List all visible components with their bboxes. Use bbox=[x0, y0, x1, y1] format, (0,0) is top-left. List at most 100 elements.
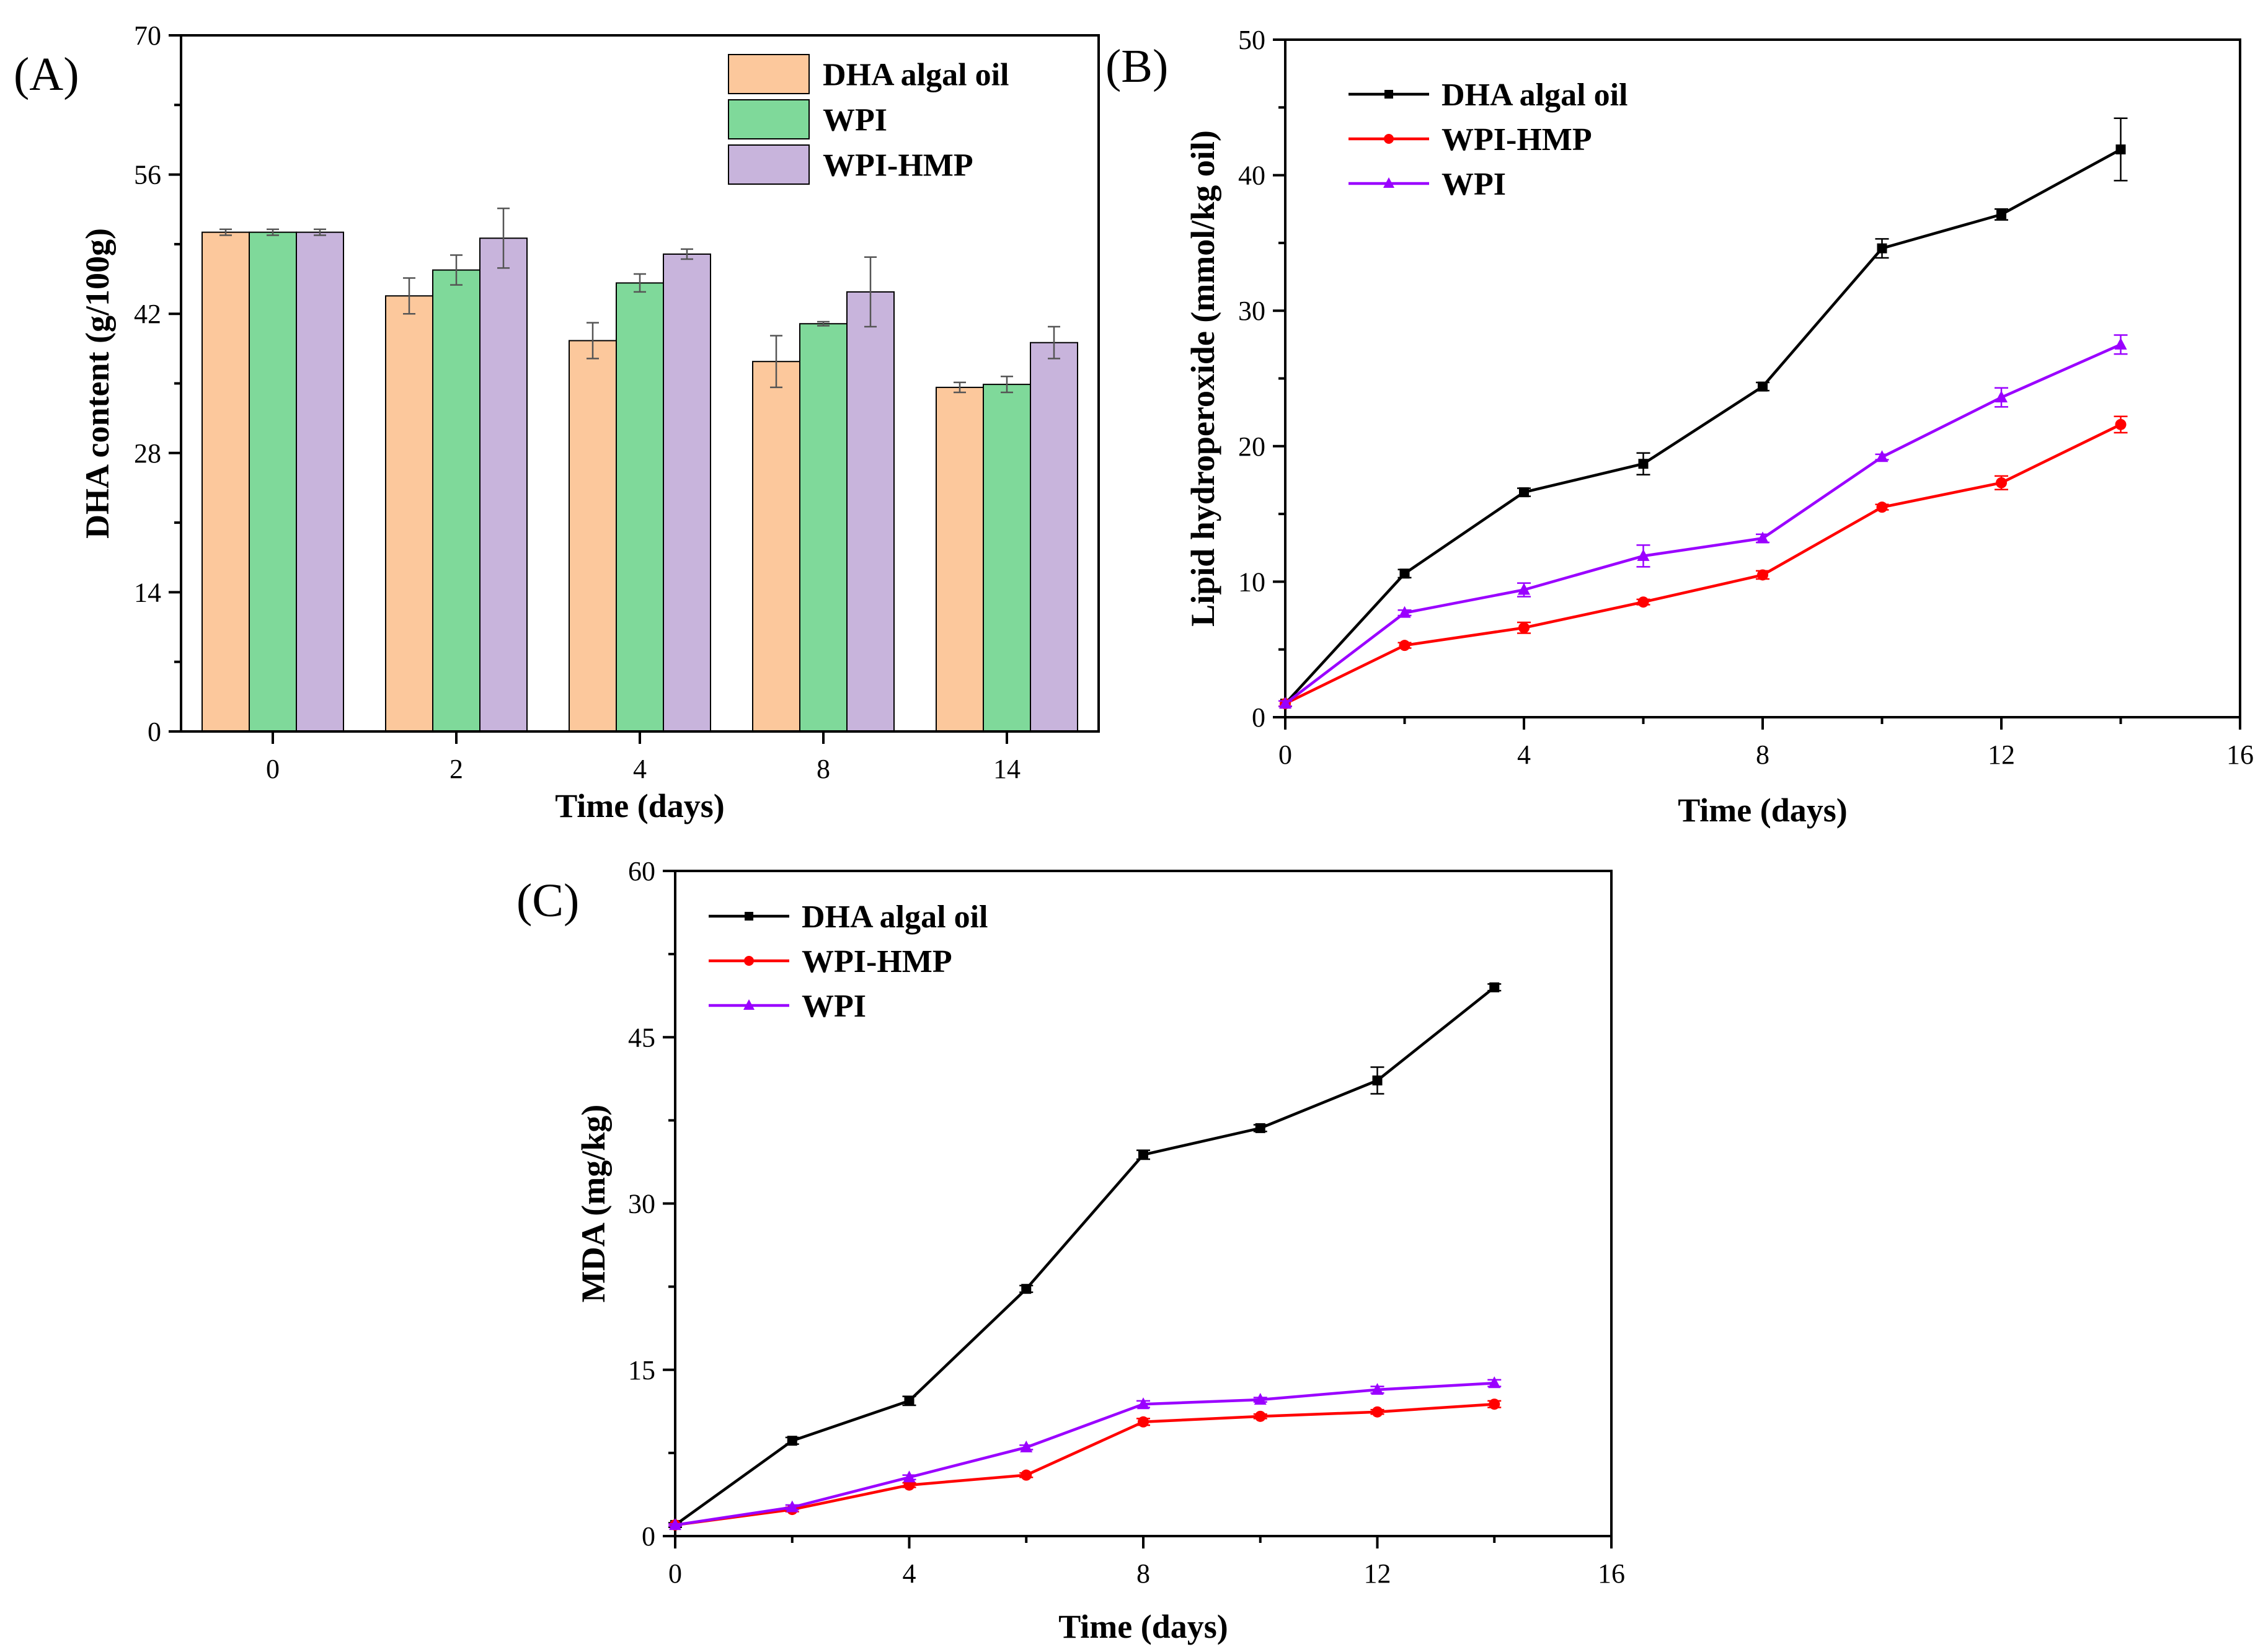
data-point bbox=[1255, 1123, 1265, 1133]
data-point bbox=[1996, 209, 2006, 219]
series bbox=[668, 1376, 1502, 1531]
x-tick-label: 0 bbox=[1278, 740, 1292, 770]
legend: DHA algal oil WPI-HMP WPI bbox=[1348, 77, 1628, 202]
legend: DHA algal oil WPI WPI-HMP bbox=[728, 54, 1009, 185]
series-line bbox=[675, 1402, 1495, 1527]
panel-label: (B) bbox=[1105, 40, 1168, 92]
y-tick-label: 56 bbox=[134, 160, 161, 190]
y-tick-label: 70 bbox=[134, 20, 161, 51]
bar bbox=[663, 253, 711, 732]
x-tick-label: 12 bbox=[1988, 740, 2015, 770]
data-point bbox=[1399, 568, 1410, 579]
data-point bbox=[1138, 1149, 1148, 1160]
data-point bbox=[1371, 1382, 1384, 1395]
legend-marker bbox=[745, 912, 753, 921]
data-point bbox=[2114, 337, 2127, 350]
bar bbox=[202, 231, 250, 732]
panel-c-line-chart: 0 15 30 45 60 0 4 8 12 16 DHA algal oil WPI-HMP WPI bbox=[628, 856, 1625, 1589]
y-tick-label: 0 bbox=[1252, 702, 1265, 733]
bar bbox=[385, 295, 433, 732]
data-point bbox=[1254, 1393, 1267, 1405]
y-tick-label: 0 bbox=[642, 1521, 655, 1552]
data-point bbox=[903, 1470, 916, 1483]
legend-label: WPI-HMP bbox=[1442, 122, 1592, 157]
data-point bbox=[1254, 1410, 1266, 1422]
legend-label: WPI bbox=[823, 103, 887, 138]
data-point bbox=[1398, 606, 1411, 618]
panel-label: (C) bbox=[516, 875, 579, 927]
y-tick-label: 60 bbox=[628, 856, 655, 886]
x-axis-title: Time (days) bbox=[1058, 1608, 1228, 1645]
legend-swatch bbox=[728, 144, 810, 185]
bar bbox=[752, 361, 800, 732]
panel-label: (A) bbox=[14, 48, 79, 100]
legend-marker bbox=[1384, 90, 1393, 99]
y-tick-label: 40 bbox=[1238, 161, 1265, 191]
data-point bbox=[1372, 1075, 1383, 1085]
series bbox=[1278, 117, 2128, 709]
data-point bbox=[1637, 549, 1650, 561]
legend-label: DHA algal oil bbox=[823, 58, 1009, 93]
legend-label: DHA algal oil bbox=[1442, 77, 1628, 113]
x-tick-label: 12 bbox=[1364, 1558, 1391, 1589]
data-point bbox=[1756, 531, 1769, 544]
y-tick-label: 28 bbox=[134, 438, 161, 469]
bar bbox=[983, 384, 1031, 732]
y-axis-title: DHA content (g/100g) bbox=[79, 228, 116, 539]
legend-label: WPI bbox=[1442, 167, 1506, 202]
data-point bbox=[1876, 450, 1889, 462]
data-point bbox=[1519, 487, 1529, 498]
x-tick-label: 2 bbox=[450, 754, 463, 784]
bar bbox=[479, 237, 528, 732]
data-point bbox=[1637, 596, 1649, 608]
data-point bbox=[1488, 1376, 1501, 1389]
data-point bbox=[1020, 1440, 1033, 1452]
x-tick-label: 8 bbox=[1136, 1558, 1150, 1589]
data-point bbox=[786, 1500, 799, 1513]
data-point bbox=[903, 1479, 915, 1491]
series bbox=[1278, 415, 2128, 710]
data-point bbox=[787, 1436, 797, 1446]
series-line bbox=[1284, 343, 2122, 705]
data-point bbox=[1137, 1397, 1149, 1410]
legend-marker bbox=[744, 956, 754, 966]
data-point bbox=[1996, 477, 2007, 488]
data-point bbox=[1757, 569, 1768, 581]
data-point bbox=[1995, 391, 2008, 403]
series-line bbox=[675, 1381, 1495, 1527]
y-axis-title: Lipid hydroperoxide (mmol/kg oil) bbox=[1184, 130, 1221, 627]
x-tick-label: 14 bbox=[993, 754, 1021, 784]
legend-swatch bbox=[728, 99, 810, 139]
data-point bbox=[904, 1395, 914, 1406]
panel-a-bar-chart: 0 2 4 8 14 0 14 28 42 56 70 DHA algal oil WPI WPI-HMP bbox=[134, 20, 1100, 784]
legend-marker bbox=[1383, 177, 1394, 188]
y-tick-label: 30 bbox=[1238, 296, 1265, 326]
x-axis-title: Time (days) bbox=[555, 787, 725, 824]
x-tick-label: 4 bbox=[903, 1558, 916, 1589]
x-tick-label: 16 bbox=[2226, 740, 2254, 770]
x-tick-label: 8 bbox=[1756, 740, 1769, 770]
data-point bbox=[1518, 622, 1530, 634]
y-tick-label: 10 bbox=[1238, 567, 1265, 597]
data-point bbox=[1876, 501, 1888, 513]
y-tick-label: 45 bbox=[628, 1022, 655, 1053]
bar bbox=[799, 323, 848, 732]
data-point bbox=[1279, 697, 1291, 709]
series-line bbox=[1284, 148, 2122, 705]
y-tick-label: 15 bbox=[628, 1355, 655, 1385]
y-tick-label: 50 bbox=[1238, 25, 1265, 55]
data-point bbox=[1877, 243, 1887, 254]
y-tick-label: 30 bbox=[628, 1189, 655, 1219]
x-tick-label: 0 bbox=[668, 1558, 682, 1589]
bar bbox=[616, 282, 664, 732]
panel-b-line-chart: 0 10 20 30 40 50 0 4 8 12 16 DHA algal oil WPI-HMP WP… bbox=[1238, 25, 2254, 770]
legend-marker bbox=[1384, 134, 1394, 144]
data-point bbox=[1489, 982, 1500, 992]
x-tick-label: 4 bbox=[633, 754, 647, 784]
data-point bbox=[1021, 1284, 1032, 1294]
legend-swatch bbox=[728, 54, 810, 94]
y-tick-label: 14 bbox=[134, 577, 161, 607]
legend-label: DHA algal oil bbox=[802, 899, 988, 935]
x-tick-label: 0 bbox=[266, 754, 280, 784]
